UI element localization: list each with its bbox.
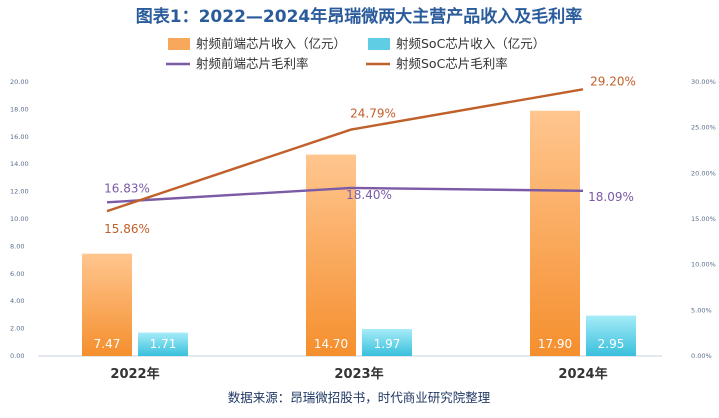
legend-label: 射频SoC芯片毛利率 xyxy=(396,56,508,71)
legend-swatch xyxy=(368,38,390,50)
source-note: 数据来源：昂瑞微招股书，时代商业研究院整理 xyxy=(228,390,491,405)
y-left-tick-label: 12.00 xyxy=(10,188,29,196)
y-left-tick-label: 14.00 xyxy=(10,160,29,168)
bar-value-label: 7.47 xyxy=(94,337,121,351)
legend-label: 射频前端芯片毛利率 xyxy=(196,56,309,71)
line-value-label: 24.79% xyxy=(350,107,396,121)
y-right-tick-label: 15.00% xyxy=(691,215,716,223)
y-right-tick-label: 5.00% xyxy=(691,306,712,314)
line-group xyxy=(106,88,584,213)
y-left-tick-label: 18.00 xyxy=(10,105,29,113)
line-value-label: 18.40% xyxy=(346,188,392,202)
y-left-tick-label: 8.00 xyxy=(10,242,24,250)
y-right-tick-label: 20.00% xyxy=(691,169,716,177)
line-value-label: 15.86% xyxy=(104,222,150,236)
y-left-tick-label: 4.00 xyxy=(10,297,24,305)
y-right-tick-label: 30.00% xyxy=(691,78,716,86)
y-right-tick-label: 25.00% xyxy=(691,124,716,132)
bar-value-label: 14.70 xyxy=(314,337,348,351)
y-left-tick-label: 0.00 xyxy=(10,352,24,360)
bar-group xyxy=(82,110,636,357)
y-left-tick-label: 6.00 xyxy=(10,270,24,278)
legend: 射频前端芯片收入（亿元） 射频SoC芯片收入（亿元） 射频前端芯片毛利率 射频SoC芯… xyxy=(166,36,545,71)
bar-value-label: 1.97 xyxy=(374,337,401,351)
legend-swatch xyxy=(168,38,190,50)
bar-value-label: 1.71 xyxy=(150,337,177,351)
y-left-tick-label: 10.00 xyxy=(10,215,29,223)
y-left-tick-label: 20.00 xyxy=(10,78,29,86)
bar xyxy=(138,332,188,356)
bar-value-label: 2.95 xyxy=(598,337,625,351)
legend-label: 射频前端芯片收入（亿元） xyxy=(196,36,346,51)
series-line xyxy=(106,186,584,204)
y-right-tick-label: 0.00% xyxy=(691,352,712,360)
series-line xyxy=(106,88,584,213)
x-tick-label: 2023年 xyxy=(334,366,383,382)
bar xyxy=(306,154,356,356)
legend-label: 射频SoC芯片收入（亿元） xyxy=(396,36,545,51)
y-left-tick-label: 16.00 xyxy=(10,133,29,141)
x-tick-label: 2024年 xyxy=(558,366,607,382)
line-value-label: 18.09% xyxy=(588,190,634,204)
bar-value-label: 17.90 xyxy=(538,337,572,351)
y-right-tick-label: 10.00% xyxy=(691,261,716,269)
line-value-label: 16.83% xyxy=(104,181,150,195)
line-value-label: 29.20% xyxy=(590,74,636,88)
bar xyxy=(362,329,412,356)
bar xyxy=(82,253,132,356)
bar xyxy=(530,110,580,357)
y-left-tick-label: 2.00 xyxy=(10,325,24,333)
chart-title: 图表1：2022—2024年昂瑞微两大主营产品收入及毛利率 xyxy=(136,6,582,27)
data-label-group: 7.47 14.70 17.90 1.71 1.97 2.95 16.83% 18.40% 18… xyxy=(94,74,636,351)
bar xyxy=(586,315,636,356)
x-tick-label: 2022年 xyxy=(110,366,159,382)
